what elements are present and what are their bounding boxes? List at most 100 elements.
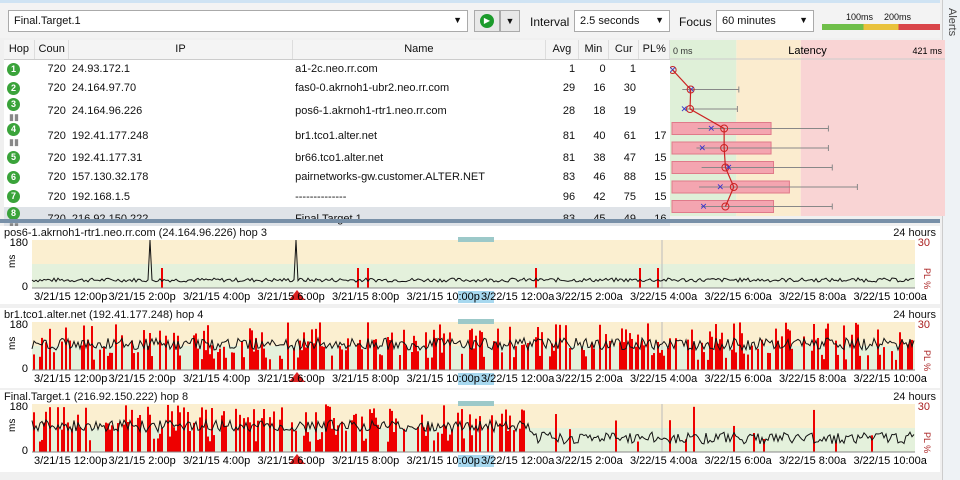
focus-range-highlight xyxy=(458,291,494,303)
y-unit-label: ms xyxy=(7,419,18,432)
time-label: 3/22/15 6:00a xyxy=(705,373,773,385)
time-label: 3/21/15 6:00p xyxy=(258,373,325,385)
count-cell: 720 xyxy=(34,59,69,79)
target-combo[interactable]: Final.Target.1 ▼ xyxy=(8,10,468,32)
interval-label: Interval xyxy=(530,15,570,29)
hop-row[interactable]: 2 720 24.164.97.70 fas0-0.akrnoh1-ubr2.n… xyxy=(4,78,670,98)
alerts-label: Alerts xyxy=(946,8,958,37)
hop-status-icon: 2 xyxy=(7,81,20,95)
focus-select[interactable]: 60 minutes ▼ xyxy=(716,10,814,32)
name-cell: pairnetworks-gw.customer.ALTER.NET xyxy=(292,167,546,187)
hop-row[interactable]: 5 720 192.41.177.31 br66.tco1.alter.net … xyxy=(4,148,670,168)
cur-marker: ✕ xyxy=(717,182,725,192)
col-avg[interactable]: Avg xyxy=(545,40,579,60)
y-min-label: 0 xyxy=(22,281,28,293)
hop-row[interactable]: 7 720 192.168.1.5 -------------- 96 42 7… xyxy=(4,187,670,207)
time-label: 3/21/15 8:00p xyxy=(332,455,399,467)
y-min-label: 0 xyxy=(22,445,28,457)
ip-cell: 192.41.177.31 xyxy=(68,148,293,168)
time-label: 3/21/15 8:00p xyxy=(332,373,399,385)
history-graph[interactable]: 180 0 ms 30 PL % 3/21/15 12:00p 3/21/15 2:00p 3… xyxy=(0,226,940,304)
pl-cell: 15 xyxy=(638,187,670,207)
time-label: 3/22/15 2:00a xyxy=(556,373,624,385)
time-label: 3/21/15 2:00p xyxy=(109,291,176,303)
cur-cell: 19 xyxy=(608,98,639,123)
pl-cell: 15 xyxy=(638,167,670,187)
graph-range: 24 hours xyxy=(893,227,936,239)
hop-row[interactable]: 6 720 157.130.32.178 pairnetworks-gw.cus… xyxy=(4,167,670,187)
history-graph-panel[interactable]: pos6-1.akrnoh1-rtr1.neo.rr.com (24.164.9… xyxy=(0,226,940,304)
y-max-label: 180 xyxy=(10,237,28,249)
pl-cell: 17 xyxy=(638,123,670,148)
zone-good xyxy=(32,428,915,452)
time-label: 3/22/15 2:00a xyxy=(556,291,624,303)
ip-cell: 192.168.1.5 xyxy=(68,187,293,207)
ip-cell: 24.164.96.226 xyxy=(68,98,293,123)
time-label: 3/21/15 10:00p xyxy=(407,291,480,303)
time-label: 3/21/15 12:00p xyxy=(34,291,107,303)
history-graph[interactable]: 180 0 ms 30 PL % 3/21/15 12:00p 3/21/15 2:00p 3… xyxy=(0,390,940,472)
y-unit-label: ms xyxy=(7,337,18,350)
col-pl[interactable]: PL% xyxy=(638,40,670,60)
graph-bars-icon[interactable]: ▮▮ xyxy=(9,137,19,147)
time-label: 3/22/15 4:00a xyxy=(630,455,698,467)
col-ip[interactable]: IP xyxy=(68,40,293,60)
graph-bars-icon[interactable]: ▮▮ xyxy=(9,112,19,122)
cur-marker: ✕ xyxy=(700,202,708,212)
name-cell: br1.tco1.alter.net xyxy=(292,123,546,148)
hop-row[interactable]: 3▮▮ 720 24.164.96.226 pos6-1.akrnoh1-rtr… xyxy=(4,98,670,123)
hop-status-icon: 4 xyxy=(7,123,20,136)
pl-max-label: 30 xyxy=(918,237,930,249)
avg-cell: 96 xyxy=(545,187,579,207)
hop-row[interactable]: 1 720 24.93.172.1 a1-2c.neo.rr.com 1 0 1 xyxy=(4,59,670,79)
min-cell: 46 xyxy=(578,167,609,187)
graph-title: Final.Target.1 (216.92.150.222) hop 8 xyxy=(4,391,189,403)
time-label: 3/22/15 6:00a xyxy=(705,455,773,467)
time-label: 3/21/15 10:00p xyxy=(407,455,480,467)
min-cell: 40 xyxy=(578,123,609,148)
col-cur[interactable]: Cur xyxy=(608,40,640,60)
history-graph-panel[interactable]: br1.tco1.alter.net (192.41.177.248) hop … xyxy=(0,308,940,388)
min-cell: 42 xyxy=(578,187,609,207)
name-cell: br66.tco1.alter.net xyxy=(292,148,546,168)
name-cell: pos6-1.akrnoh1-rtr1.neo.rr.com xyxy=(292,98,546,123)
interval-select[interactable]: 2.5 seconds ▼ xyxy=(574,10,670,32)
history-graph[interactable]: 180 0 ms 30 PL % 3/21/15 12:00p 3/21/15 2:00p 3… xyxy=(0,308,940,388)
graph-title: pos6-1.akrnoh1-rtr1.neo.rr.com (24.164.9… xyxy=(4,227,267,239)
time-label: 3/22/15 10:00a xyxy=(854,373,928,385)
latency-header: Latency xyxy=(788,45,827,57)
col-min[interactable]: Min xyxy=(578,40,610,60)
avg-cell: 83 xyxy=(545,167,579,187)
pl-max-label: 30 xyxy=(918,401,930,413)
splitter[interactable] xyxy=(0,219,940,223)
avg-cell: 28 xyxy=(545,98,579,123)
start-options-button[interactable]: ▼ xyxy=(500,10,520,32)
col-count[interactable]: Coun xyxy=(34,40,70,60)
cur-cell: 47 xyxy=(608,148,639,168)
avg-marker xyxy=(729,183,738,191)
latency-min-label: 0 ms xyxy=(673,46,693,56)
history-graph-panel[interactable]: Final.Target.1 (216.92.150.222) hop 8 24 … xyxy=(0,390,940,472)
avg-cell: 81 xyxy=(545,123,579,148)
col-hop[interactable]: Hop xyxy=(4,40,35,60)
time-label: 3/22/15 4:00a xyxy=(630,291,698,303)
alerts-tab[interactable]: Alerts xyxy=(942,0,960,480)
hop-status-icon: 1 xyxy=(7,62,20,76)
hop-cell: 6 xyxy=(4,167,35,187)
start-button[interactable]: ▶ xyxy=(474,10,500,32)
hop-status-icon: 7 xyxy=(7,190,20,204)
pl-label: PL % xyxy=(922,432,932,453)
interval-value: 2.5 seconds xyxy=(580,15,640,27)
graph-bars-icon[interactable]: ▮▮ xyxy=(9,221,19,231)
col-name[interactable]: Name xyxy=(292,40,547,60)
hop-cell: 7 xyxy=(4,187,35,207)
chevron-down-icon: ▼ xyxy=(655,15,664,25)
count-cell: 720 xyxy=(34,148,69,168)
pl-cell xyxy=(638,78,670,98)
hop-status-icon: 8 xyxy=(7,206,20,220)
hop-row[interactable]: 4▮▮ 720 192.41.177.248 br1.tco1.alter.ne… xyxy=(4,123,670,148)
hop-status-icon: 5 xyxy=(7,151,20,165)
hop-status-icon: 3 xyxy=(7,98,20,111)
hop-cell: 1 xyxy=(4,59,35,79)
latency-scale-bar xyxy=(822,24,940,30)
